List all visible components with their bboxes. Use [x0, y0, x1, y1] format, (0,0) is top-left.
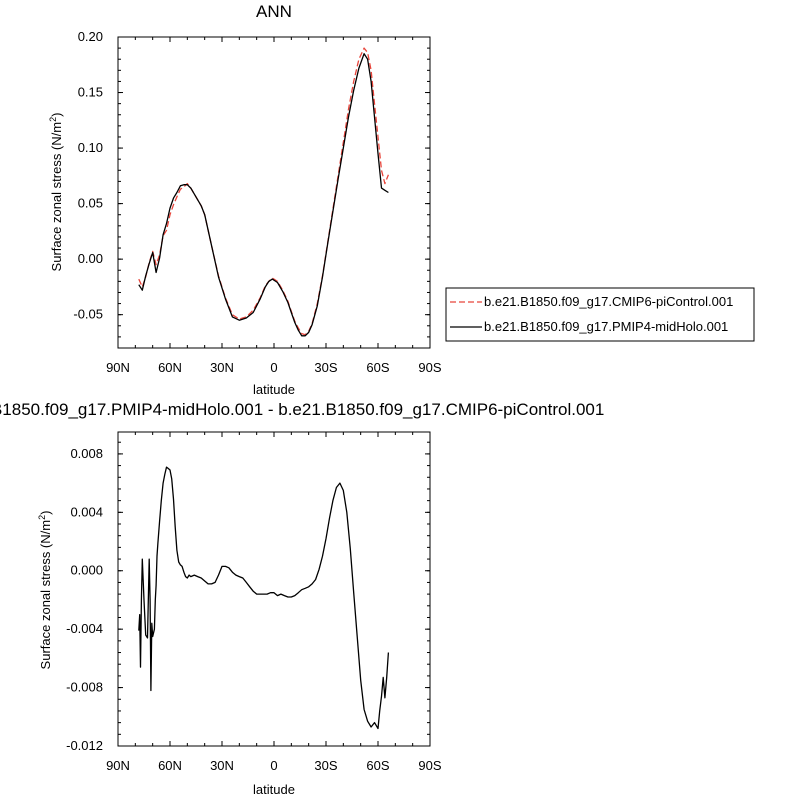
legend-label-midholo: b.e21.B1850.f09_g17.PMIP4-midHolo.001	[484, 319, 728, 334]
x-tick-label: 60S	[366, 758, 389, 773]
series-group	[138, 47, 390, 337]
y-tick-label: -0.008	[66, 680, 103, 695]
x-tick-label: 30S	[314, 360, 337, 375]
y-tick-label: 0.20	[78, 29, 103, 44]
y-axis-label-suffix: )	[49, 113, 64, 117]
x-tick-label: 60S	[366, 360, 389, 375]
y-tick-label: 0.00	[78, 251, 103, 266]
x-tick-label: 90S	[418, 758, 441, 773]
x-tick-label: 90S	[418, 360, 441, 375]
y-tick-label: 0.05	[78, 196, 103, 211]
series-group	[138, 466, 390, 730]
x-axis-label: latitude	[253, 382, 295, 397]
y-tick-label: 0.10	[78, 140, 103, 155]
y-axis-label: Surface zonal stress (N/m2)	[37, 511, 53, 670]
y-tick-label: -0.012	[66, 738, 103, 753]
top-panel: ANN 90N 60N 30N 0 30S 60S 90S -0.05 0.00 0.05 0.10…	[48, 2, 442, 397]
x-tick-label: 90N	[106, 758, 130, 773]
x-tick-label: 30N	[210, 758, 234, 773]
plot-frame	[117, 36, 431, 349]
legend: b.e21.B1850.f09_g17.CMIP6-piControl.001 …	[445, 287, 755, 342]
x-tick-label: 60N	[158, 758, 182, 773]
axes-group: 90N 60N 30N 0 30S 60S 90S -0.05 0.00 0.05 0.10 0.15…	[73, 29, 442, 375]
y-tick-label: 0.004	[70, 504, 103, 519]
chart-title-difference: b.e21.B1850.f09_g17.PMIP4-midHolo.001 - …	[0, 400, 604, 419]
y-axis-label-main: Surface zonal stress (N/m	[38, 520, 53, 670]
series-line-1	[138, 53, 389, 337]
y-axis-label-main: Surface zonal stress (N/m	[49, 122, 64, 272]
plot-frame	[117, 431, 431, 747]
series-line-0	[138, 466, 390, 730]
x-tick-label: 30S	[314, 758, 337, 773]
legend-label-picontrol: b.e21.B1850.f09_g17.CMIP6-piControl.001	[484, 294, 733, 309]
y-tick-label: 0.15	[78, 85, 103, 100]
bottom-panel: b.e21.B1850.f09_g17.PMIP4-midHolo.001 - …	[0, 400, 604, 797]
x-tick-label: 60N	[158, 360, 182, 375]
x-tick-label: 30N	[210, 360, 234, 375]
y-axis-label-superscript: 2	[48, 117, 58, 122]
y-tick-label: -0.05	[73, 307, 103, 322]
legend-box	[445, 287, 755, 342]
chart-title: ANN	[256, 2, 292, 21]
y-axis-label: Surface zonal stress (N/m2)	[48, 113, 64, 272]
axes-group: 90N 60N 30N 0 30S 60S 90S -0.012 -0.008 -0.004 0.0…	[66, 432, 442, 773]
x-axis-label: latitude	[253, 782, 295, 797]
y-tick-label: -0.004	[66, 621, 103, 636]
y-tick-label: 0.008	[70, 446, 103, 461]
y-axis-label-superscript: 2	[37, 515, 47, 520]
x-tick-label: 0	[270, 758, 277, 773]
x-tick-label: 90N	[106, 360, 130, 375]
y-axis-label-suffix: )	[38, 511, 53, 515]
x-tick-label: 0	[270, 360, 277, 375]
y-tick-label: 0.000	[70, 563, 103, 578]
